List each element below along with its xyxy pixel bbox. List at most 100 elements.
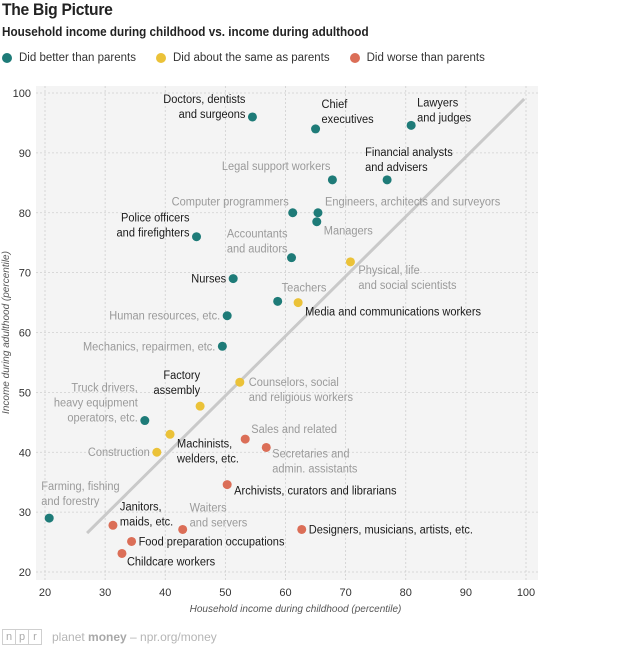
x-tick-label: 50	[219, 587, 231, 599]
data-label-line: Waiters	[190, 502, 227, 514]
data-label-line: Accountants	[227, 228, 288, 240]
data-point	[108, 520, 118, 530]
legend-dot-worse-icon	[349, 53, 360, 63]
data-label-line: maids, etc.	[120, 516, 173, 528]
data-point	[288, 208, 298, 218]
data-point	[127, 536, 137, 546]
npr-logo: n p r	[2, 629, 42, 645]
data-label-line: Archivists, curators and librarians	[234, 485, 397, 497]
data-label-line: Lawyers	[417, 97, 458, 109]
data-point	[235, 377, 245, 387]
data-point	[228, 274, 238, 284]
data-label-line: and religious workers	[249, 392, 353, 404]
data-label: Lawyers and judges	[417, 97, 471, 124]
data-label-line: Farming, fishing	[41, 481, 119, 493]
data-label-line: Secretaries and	[272, 448, 349, 460]
data-label: Police officers and firefighters	[117, 212, 190, 239]
data-label-line: Engineers, architects and surveyors	[325, 196, 501, 208]
reference-line	[86, 97, 526, 535]
x-tick-label: 60	[279, 587, 291, 599]
legend-label-worse: Did worse than parents	[366, 52, 485, 64]
x-tick-label: 100	[517, 587, 535, 599]
data-label-line: Machinists,	[177, 438, 232, 450]
data-label: Nurses	[191, 273, 226, 285]
data-label: Farming, fishing and forestry	[41, 481, 119, 508]
data-label-line: welders, etc.	[176, 453, 239, 465]
data-point	[311, 124, 321, 134]
data-point	[261, 442, 271, 452]
data-label-line: operators, etc.	[67, 412, 137, 424]
data-point	[297, 524, 307, 534]
data-label: Doctors, dentists and surgeons	[163, 94, 245, 121]
legend-item-worse: Did worse than parents	[348, 52, 485, 64]
data-point	[165, 429, 175, 439]
footer-brand-bold: money	[88, 630, 127, 644]
legend-label-better: Did better than parents	[19, 52, 136, 64]
data-label: Machinists, welders, etc.	[176, 438, 239, 465]
npr-logo-letter: p	[16, 630, 29, 644]
data-label: Legal support workers	[222, 160, 331, 172]
data-label-line: Media and communications workers	[305, 306, 481, 318]
data-label-line: Nurses	[191, 273, 226, 285]
legend-label-same: Did about the same as parents	[173, 52, 330, 64]
y-tick-label: 50	[19, 387, 31, 399]
chart-title: The Big Picture	[2, 0, 113, 19]
y-tick-label: 100	[13, 88, 31, 100]
data-label: Engineers, architects and surveyors	[325, 196, 501, 208]
x-tick-label: 80	[400, 587, 412, 599]
data-label-line: executives	[322, 114, 374, 126]
data-label: Secretaries and admin. assistants	[272, 448, 357, 475]
data-label: Managers	[324, 225, 373, 237]
npr-logo-letter: n	[3, 630, 16, 644]
data-label: Media and communications workers	[305, 306, 481, 318]
data-label-line: and servers	[190, 517, 248, 529]
y-axis-label: Income during adulthood (percentile)	[1, 251, 12, 414]
data-label: Truck drivers, heavy equipment operators, …	[54, 382, 139, 424]
data-point	[313, 208, 323, 218]
data-point	[312, 217, 322, 227]
data-label: Childcare workers	[127, 556, 215, 568]
data-label-line: Childcare workers	[127, 556, 215, 568]
data-label-line: Police officers	[121, 212, 190, 224]
data-label: Human resources, etc.	[109, 310, 220, 322]
data-point	[382, 175, 392, 185]
data-label: Accountants and auditors	[227, 228, 288, 255]
data-label: Janitors, maids, etc.	[120, 501, 173, 528]
data-point	[140, 416, 150, 426]
data-label-line: Computer programmers	[172, 196, 289, 208]
data-label: Financial analysts and advisers	[365, 146, 453, 173]
legend-dot-better-icon	[2, 53, 12, 63]
legend-dot-same-icon	[156, 53, 166, 63]
data-label-line: heavy equipment	[54, 397, 139, 409]
data-label-line: Financial analysts	[365, 146, 453, 158]
data-label-line: Human resources, etc.	[109, 310, 220, 322]
data-label: Physical, life and social scientists	[358, 264, 456, 291]
data-label: Construction	[88, 447, 150, 459]
data-label: Computer programmers	[172, 196, 289, 208]
data-label-line: and firefighters	[117, 227, 190, 239]
footer-brand-prefix: planet	[52, 630, 89, 644]
data-point	[287, 253, 297, 263]
data-label-line: Managers	[324, 225, 373, 237]
data-point	[293, 298, 303, 308]
data-label-line: Janitors,	[120, 501, 162, 513]
data-label: Mechanics, repairmen, etc.	[83, 341, 215, 353]
footer-brand-suffix: – npr.org/money	[126, 630, 217, 644]
x-tick-label: 90	[460, 587, 472, 599]
data-label: Archivists, curators and librarians	[234, 485, 397, 497]
data-label-line: and forestry	[41, 496, 99, 508]
x-tick-label: 30	[99, 587, 111, 599]
x-tick-label: 70	[340, 587, 352, 599]
data-point	[327, 175, 337, 185]
data-label-line: admin. assistants	[272, 463, 357, 475]
data-point	[152, 447, 162, 457]
data-label: Waiters and servers	[190, 502, 248, 529]
data-label: Food preparation occupations	[139, 536, 285, 548]
data-point	[217, 341, 227, 351]
data-point	[222, 311, 232, 321]
y-tick-label: 70	[19, 268, 31, 280]
data-label-line: and judges	[417, 112, 471, 124]
data-point	[44, 513, 54, 523]
data-point	[406, 120, 416, 130]
